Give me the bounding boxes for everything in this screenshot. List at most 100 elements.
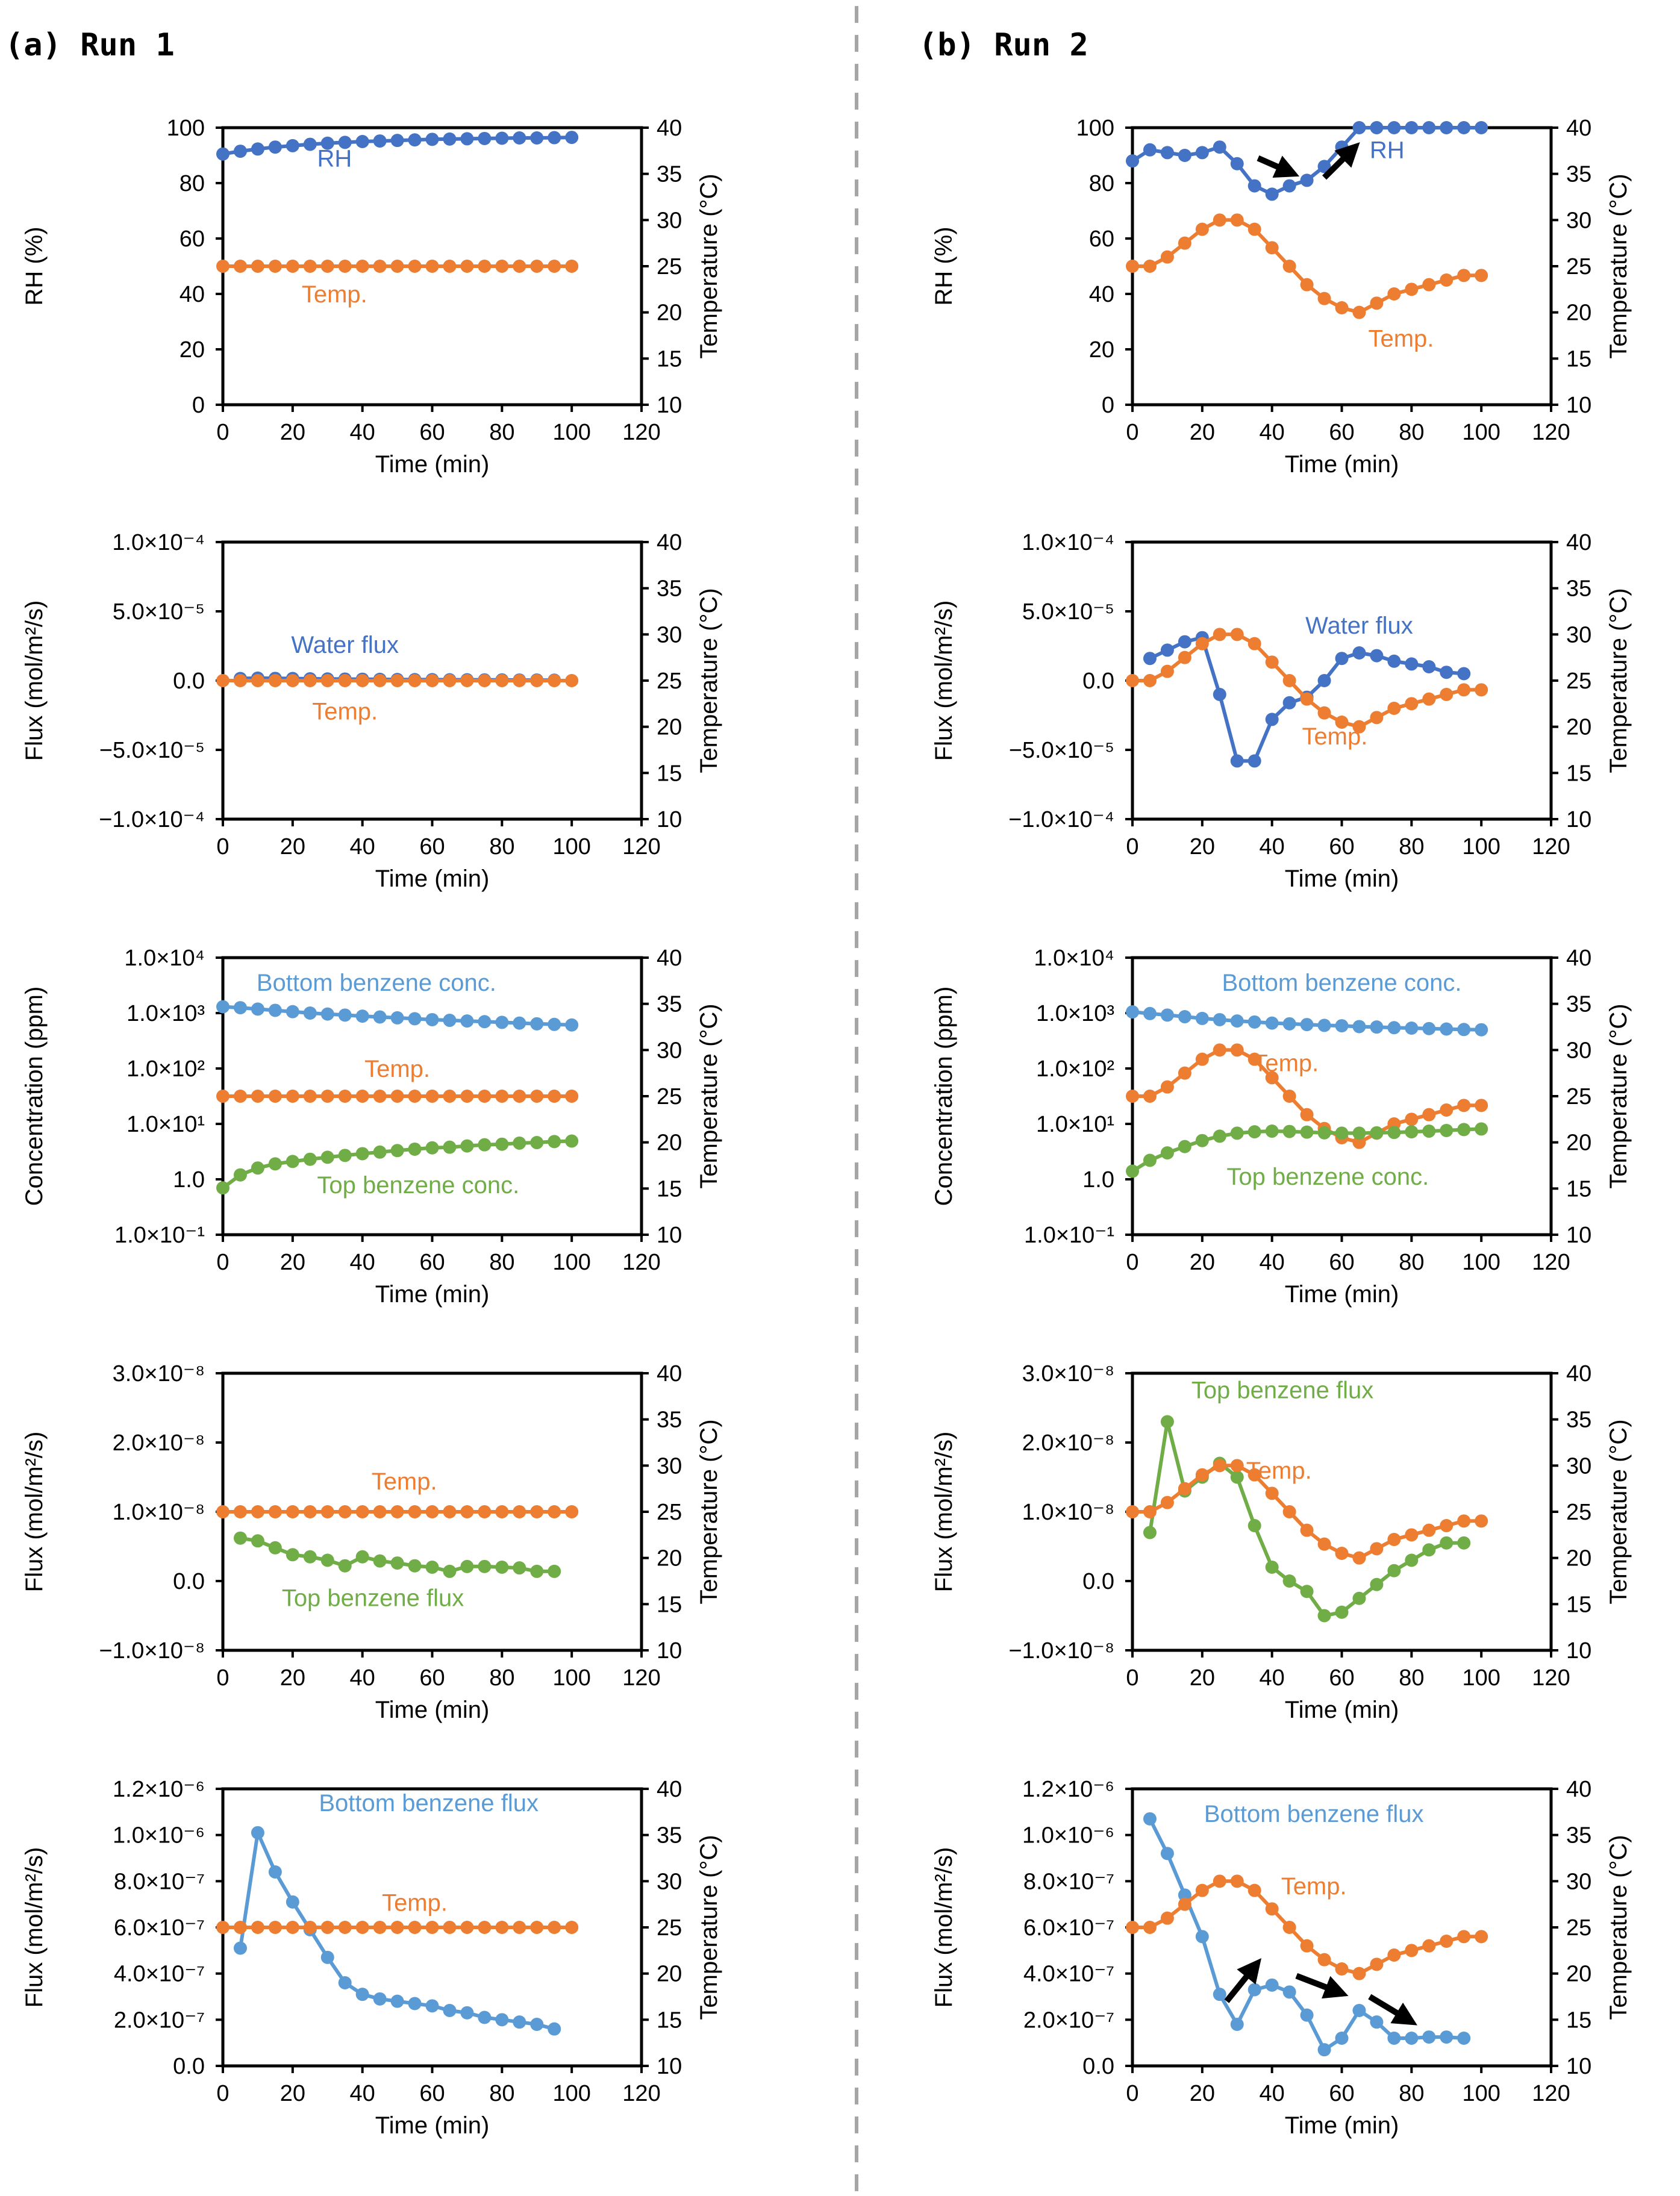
y2-tick-label: 35 — [1566, 576, 1591, 602]
data-point-bottom-benzene-conc — [478, 1015, 492, 1029]
y-tick-label: 40 — [180, 282, 205, 307]
x-tick-label: 60 — [419, 420, 445, 445]
series-label-top-benzene-conc: Top benzene conc. — [317, 1172, 519, 1199]
y-tick-label: −1.0×10⁻⁴ — [99, 807, 205, 832]
data-point-temp — [355, 1505, 369, 1518]
data-point-bottom-benzene-conc — [1387, 1021, 1401, 1035]
data-point-temp — [320, 1921, 334, 1934]
x-tick-label: 80 — [1399, 1250, 1424, 1275]
x-tick-label: 80 — [489, 1665, 514, 1691]
data-point-top-benzene-flux — [460, 1559, 474, 1573]
data-point-temp — [1335, 1962, 1349, 1976]
data-point-rh — [408, 133, 422, 147]
series-label-bottom-benzene-flux: Bottom benzene flux — [319, 1790, 539, 1817]
data-point-top-benzene-flux — [513, 1561, 526, 1575]
data-point-temp — [460, 1505, 474, 1518]
data-point-temp — [1335, 1547, 1349, 1560]
chart-b3: 0 20 40 60 80 100 120 1.0×10⁻¹ 1.0 1.0×10¹ 1.0×10²… — [931, 946, 1632, 1308]
plot-frame — [1131, 1787, 1553, 2068]
data-point-temp — [233, 260, 247, 273]
y2-tick-label: 25 — [657, 1084, 682, 1109]
data-point-rh — [1230, 157, 1244, 170]
data-point-bottom-benzene-flux — [251, 1826, 264, 1839]
y-tick-label: 1.0×10³ — [1036, 1001, 1114, 1026]
data-point-temp — [268, 1090, 282, 1103]
chart-a2: 0 20 40 60 80 100 120 −1.0×10⁻⁴ −5.0×10⁻⁵ 0.0 5.0×… — [21, 530, 722, 892]
data-point-temp — [1387, 702, 1401, 715]
y2-axis-title: Temperature (°C) — [696, 1835, 722, 2020]
data-point-temp — [251, 1505, 264, 1518]
data-point-bottom-benzene-conc — [233, 1001, 247, 1015]
chart-a5: 0 20 40 60 80 100 120 0.0 2.0×10⁻⁷ 4.0×10⁻⁷ 6.0×10… — [21, 1777, 722, 2139]
x-tick-label: 40 — [350, 2081, 375, 2106]
data-point-bottom-benzene-conc — [425, 1012, 439, 1026]
y2-tick-label: 40 — [1566, 1777, 1591, 1802]
data-point-top-benzene-conc — [1405, 1125, 1419, 1139]
data-point-rh — [1126, 154, 1139, 168]
y2-tick-label: 30 — [1566, 1869, 1591, 1894]
data-point-bottom-benzene-flux — [233, 1941, 247, 1955]
data-point-bottom-benzene-conc — [355, 1009, 369, 1023]
data-point-temp — [460, 260, 474, 273]
data-point-temp — [1457, 1099, 1471, 1112]
data-point-top-benzene-flux — [1230, 1470, 1244, 1484]
y2-tick-label: 10 — [1566, 1638, 1591, 1664]
y-tick-label: −5.0×10⁻⁵ — [99, 738, 205, 763]
data-point-bottom-benzene-conc — [251, 1002, 264, 1016]
data-point-temp — [216, 260, 230, 273]
y2-axis-title: Temperature (°C) — [1605, 173, 1632, 358]
y2-tick-label: 15 — [1566, 1592, 1591, 1617]
data-point-bottom-benzene-flux — [1195, 1930, 1209, 1944]
data-point-bottom-benzene-conc — [216, 1000, 230, 1014]
data-point-water-flux — [1370, 649, 1384, 663]
y-axis-title: Concentration (ppm) — [21, 987, 48, 1206]
data-point-temp — [1230, 213, 1244, 227]
data-point-bottom-benzene-flux — [1370, 2015, 1384, 2029]
x-axis-title: Time (min) — [375, 451, 490, 478]
panel-title-b: (b) Run 2 — [919, 27, 1088, 63]
y2-tick-label: 20 — [657, 1962, 682, 1987]
data-point-temp — [1405, 282, 1419, 296]
data-point-rh — [443, 132, 457, 146]
x-tick-label: 40 — [350, 1665, 375, 1691]
data-point-bottom-benzene-flux — [268, 1865, 282, 1879]
y2-tick-label: 20 — [1566, 1131, 1591, 1156]
data-point-bottom-benzene-conc — [1317, 1018, 1331, 1032]
series-line-temp — [1132, 218, 1482, 314]
data-point-bottom-benzene-conc — [1160, 1008, 1174, 1022]
data-point-bottom-benzene-conc — [530, 1017, 544, 1031]
data-point-temp — [1300, 278, 1314, 292]
data-point-bottom-benzene-flux — [1387, 2032, 1401, 2045]
data-point-water-flux — [1317, 674, 1331, 687]
y-tick-label: 1.0×10⁻⁸ — [1022, 1500, 1114, 1525]
x-tick-label: 0 — [216, 420, 229, 445]
data-point-temp — [233, 1090, 247, 1103]
data-point-temp — [1475, 1930, 1488, 1944]
data-point-top-benzene-flux — [338, 1559, 352, 1573]
data-point-bottom-benzene-conc — [1195, 1011, 1209, 1025]
data-point-bottom-benzene-flux — [1300, 2008, 1314, 2022]
data-point-temp — [373, 260, 387, 273]
y-tick-label: 2.0×10⁻⁷ — [114, 2007, 205, 2033]
data-point-top-benzene-flux — [233, 1531, 247, 1545]
data-point-temp — [1475, 1099, 1488, 1112]
y-tick-label: −5.0×10⁻⁵ — [1009, 738, 1114, 763]
y-tick-label: 1.0×10² — [1036, 1056, 1114, 1082]
data-point-top-benzene-conc — [268, 1157, 282, 1171]
x-axis-title: Time (min) — [1285, 2112, 1399, 2139]
data-point-temp — [1178, 1066, 1191, 1080]
data-point-top-benzene-flux — [1282, 1574, 1296, 1588]
data-point-temp — [425, 674, 439, 687]
data-point-rh — [1178, 149, 1191, 162]
data-point-temp — [303, 1090, 317, 1103]
data-point-rh — [1370, 121, 1384, 134]
data-point-top-benzene-flux — [303, 1550, 317, 1564]
y-tick-label: 1.0×10³ — [126, 1001, 205, 1026]
x-tick-label: 60 — [419, 1665, 445, 1691]
data-point-bottom-benzene-flux — [338, 1976, 352, 1989]
y2-tick-label: 30 — [1566, 1453, 1591, 1479]
x-tick-label: 40 — [1260, 1665, 1285, 1691]
data-point-bottom-benzene-conc — [443, 1014, 457, 1028]
y2-tick-label: 15 — [1566, 2007, 1591, 2033]
chart-b4: 0 20 40 60 80 100 120 −1.0×10⁻⁸ 0.0 1.0×10⁻⁸ 2.0×1… — [931, 1361, 1632, 1723]
